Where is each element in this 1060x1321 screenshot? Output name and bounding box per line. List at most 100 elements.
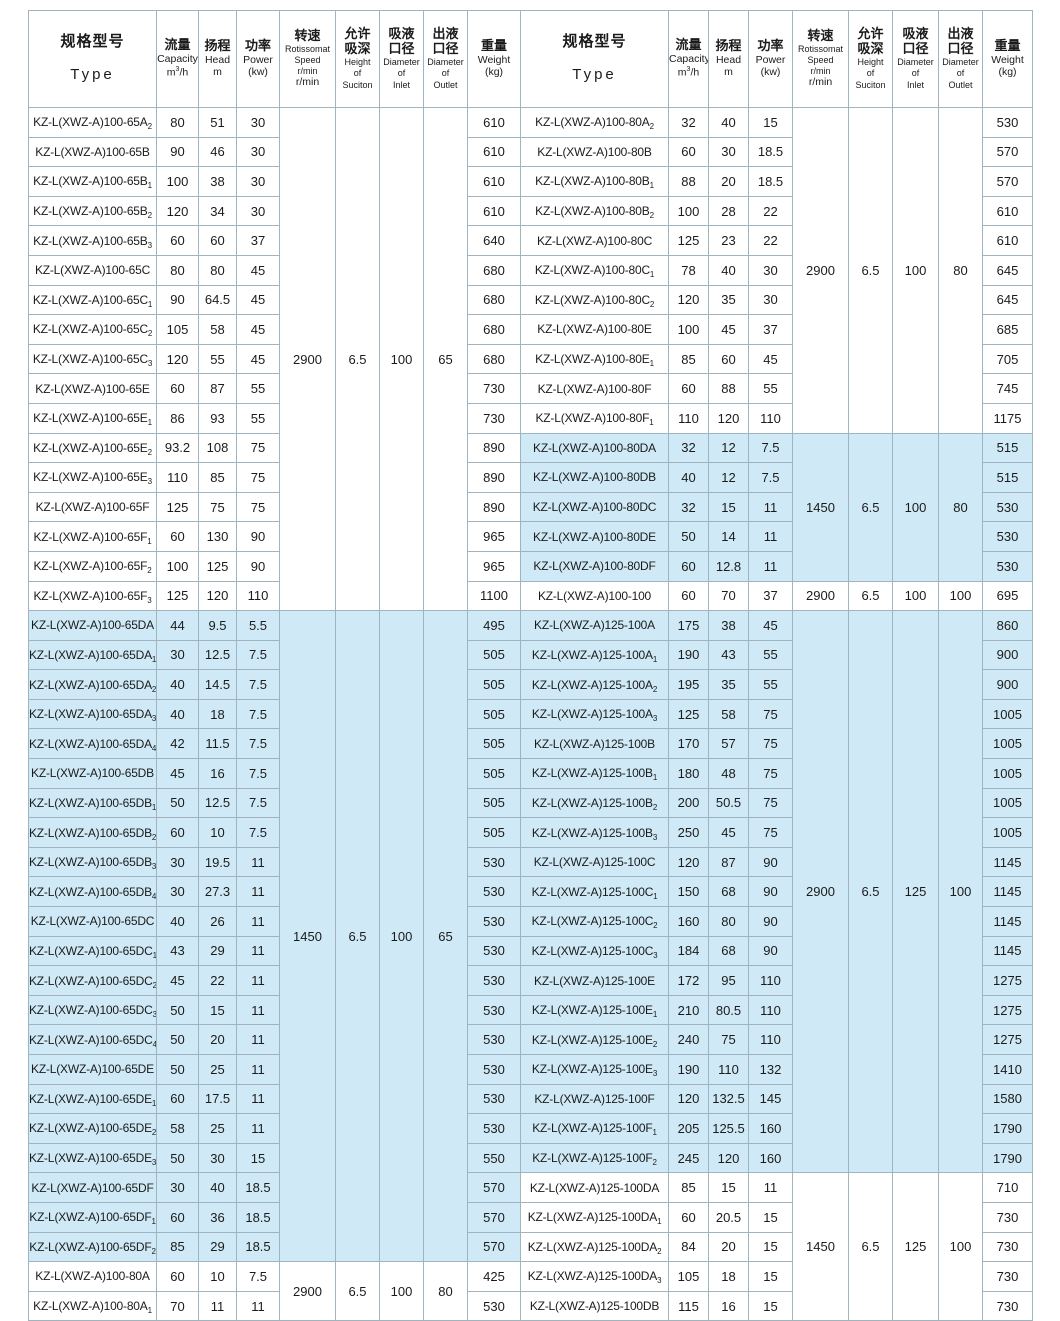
cell-type: KZ-L(XWZ-A)125-100DA2 xyxy=(520,1231,669,1263)
cell-weight: 505 xyxy=(467,787,521,819)
cell-head: 25 xyxy=(198,1113,237,1144)
cell-weight: 730 xyxy=(982,1201,1033,1233)
cell-power: 15 xyxy=(748,107,793,138)
cell-head: 120 xyxy=(708,402,749,434)
cell-power: 11 xyxy=(236,1290,280,1321)
cell-head: 88 xyxy=(708,373,749,404)
cell-outlet: 80 xyxy=(423,1261,468,1321)
cell-type: KZ-L(XWZ-A)100-80F xyxy=(520,373,669,404)
cell-capacity: 60 xyxy=(156,817,199,848)
cell-head: 60 xyxy=(708,343,749,375)
cell-weight: 890 xyxy=(467,491,521,523)
cell-power: 7.5 xyxy=(748,462,793,493)
cell-weight: 680 xyxy=(467,343,521,375)
col-header-type: 规格型号 Type xyxy=(28,10,157,108)
table-row: KZ-L(XWZ-A)100-65B3 60 60 37 640 xyxy=(28,225,521,256)
left-spec-table: 规格型号 Type 流量 Capacity m3/h 扬程 Head m 功率 Power (kw)… xyxy=(28,10,521,1321)
cell-head: 80 xyxy=(708,906,749,937)
cell-capacity: 125 xyxy=(668,698,709,730)
cell-type: KZ-L(XWZ-A)125-100F2 xyxy=(520,1142,669,1174)
cell-type: KZ-L(XWZ-A)100-80B xyxy=(520,136,669,168)
cell-head: 35 xyxy=(708,284,749,316)
cell-head: 43 xyxy=(708,639,749,671)
cell-power: 45 xyxy=(236,314,280,345)
cell-type: KZ-L(XWZ-A)125-100DB xyxy=(520,1290,669,1321)
cell-weight: 1580 xyxy=(982,1083,1033,1115)
cell-type: KZ-L(XWZ-A)100-80A1 xyxy=(28,1290,157,1321)
cell-type: KZ-L(XWZ-A)100-65E3 xyxy=(28,462,157,493)
cell-type: KZ-L(XWZ-A)100-65DE1 xyxy=(28,1083,157,1115)
cell-capacity: 50 xyxy=(156,1024,199,1055)
cell-outlet: 100 xyxy=(938,610,983,1174)
cell-capacity: 80 xyxy=(156,254,199,286)
cell-power: 11 xyxy=(748,491,793,523)
cell-head: 40 xyxy=(708,107,749,138)
table-row: KZ-L(XWZ-A)100-65DB4 30 27.3 11 530 xyxy=(28,876,521,908)
cell-power: 15 xyxy=(748,1290,793,1321)
cell-power: 22 xyxy=(748,195,793,227)
table-row: KZ-L(XWZ-A)125-100F2 245 120 160 1790 xyxy=(520,1142,1033,1174)
cell-type: KZ-L(XWZ-A)100-65E2 xyxy=(28,432,157,464)
cell-speed: 2900 xyxy=(792,107,849,434)
cell-weight: 1410 xyxy=(982,1054,1033,1085)
cell-capacity: 88 xyxy=(668,166,709,197)
cell-head: 75 xyxy=(198,491,237,523)
cell-capacity: 32 xyxy=(668,432,709,464)
cell-weight: 965 xyxy=(467,521,521,552)
cell-capacity: 45 xyxy=(156,758,199,789)
cell-capacity: 90 xyxy=(156,136,199,168)
cell-head: 68 xyxy=(708,935,749,967)
table-row: KZ-L(XWZ-A)100-80E1 85 60 45 705 xyxy=(520,343,1033,375)
col-header-type-en: Type xyxy=(572,66,617,83)
cell-power: 75 xyxy=(748,817,793,848)
cell-capacity: 105 xyxy=(156,314,199,345)
cell-weight: 530 xyxy=(467,1083,521,1115)
cell-head: 20 xyxy=(708,1231,749,1263)
cell-head: 20.5 xyxy=(708,1201,749,1233)
cell-type: KZ-L(XWZ-A)100-65F1 xyxy=(28,521,157,552)
cell-type: KZ-L(XWZ-A)100-65E xyxy=(28,373,157,404)
cell-head: 14 xyxy=(708,521,749,552)
cell-head: 22 xyxy=(198,965,237,996)
cell-head: 12 xyxy=(708,462,749,493)
cell-power: 37 xyxy=(236,225,280,256)
cell-weight: 645 xyxy=(982,284,1033,316)
cell-power: 7.5 xyxy=(236,758,280,789)
table-row: KZ-L(XWZ-A)100-65E 60 87 55 730 xyxy=(28,373,521,404)
cell-capacity: 90 xyxy=(156,284,199,316)
table-row: KZ-L(XWZ-A)100-65A2 80 51 30 2900 6.5 100 65 610 xyxy=(28,106,521,612)
cell-power: 18.5 xyxy=(236,1172,280,1203)
cell-head: 38 xyxy=(708,610,749,641)
cell-outlet: 80 xyxy=(938,107,983,434)
col-header-inlet-diameter: 吸液 口径 Diameter of Inlet xyxy=(379,10,424,108)
cell-weight: 1005 xyxy=(982,728,1033,760)
cell-capacity: 93.2 xyxy=(156,432,199,464)
cell-capacity: 170 xyxy=(668,728,709,760)
cell-suction: 6.5 xyxy=(335,106,380,612)
cell-type: KZ-L(XWZ-A)125-100A3 xyxy=(520,698,669,730)
cell-head: 11.5 xyxy=(198,728,237,760)
table-row: KZ-L(XWZ-A)100-80DA 32 12 7.5 1450 6.5 100 80 51… xyxy=(520,432,1033,582)
cell-head: 75 xyxy=(708,1024,749,1055)
cell-weight: 1790 xyxy=(982,1113,1033,1144)
table-row: KZ-L(XWZ-A)125-100DA 85 15 11 1450 6.5 125 100 7… xyxy=(520,1172,1033,1321)
table-row: KZ-L(XWZ-A)125-100B3 250 45 75 1005 xyxy=(520,817,1033,848)
col-header-suction-height: 允许 吸深 Height of Suciton xyxy=(848,10,893,108)
cell-power: 11 xyxy=(236,994,280,1026)
left-table-header: 规格型号 Type 流量 Capacity m3/h 扬程 Head m 功率 Power (kw)… xyxy=(28,10,521,108)
cell-type: KZ-L(XWZ-A)125-100B3 xyxy=(520,817,669,848)
col-header-type: 规格型号 Type xyxy=(520,10,669,108)
right-spec-table: 规格型号 Type 流量 Capacity m3/h 扬程 Head m 功率 Power (kw)… xyxy=(520,10,1033,1321)
cell-speed: 1450 xyxy=(792,1172,849,1321)
table-row: KZ-L(XWZ-A)100-80F1 110 120 110 1175 xyxy=(520,402,1033,434)
cell-weight: 550 xyxy=(467,1142,521,1174)
cell-power: 15 xyxy=(748,1231,793,1263)
cell-capacity: 50 xyxy=(156,787,199,819)
col-header-speed: 转速 Rotissomat Speed r/min r/min xyxy=(792,10,849,108)
cell-head: 45 xyxy=(708,314,749,345)
cell-speed: 1450 xyxy=(279,610,336,1263)
cell-suction: 6.5 xyxy=(848,580,893,612)
cell-power: 110 xyxy=(748,1024,793,1055)
cell-power: 90 xyxy=(748,846,793,878)
cell-power: 15 xyxy=(236,1142,280,1174)
